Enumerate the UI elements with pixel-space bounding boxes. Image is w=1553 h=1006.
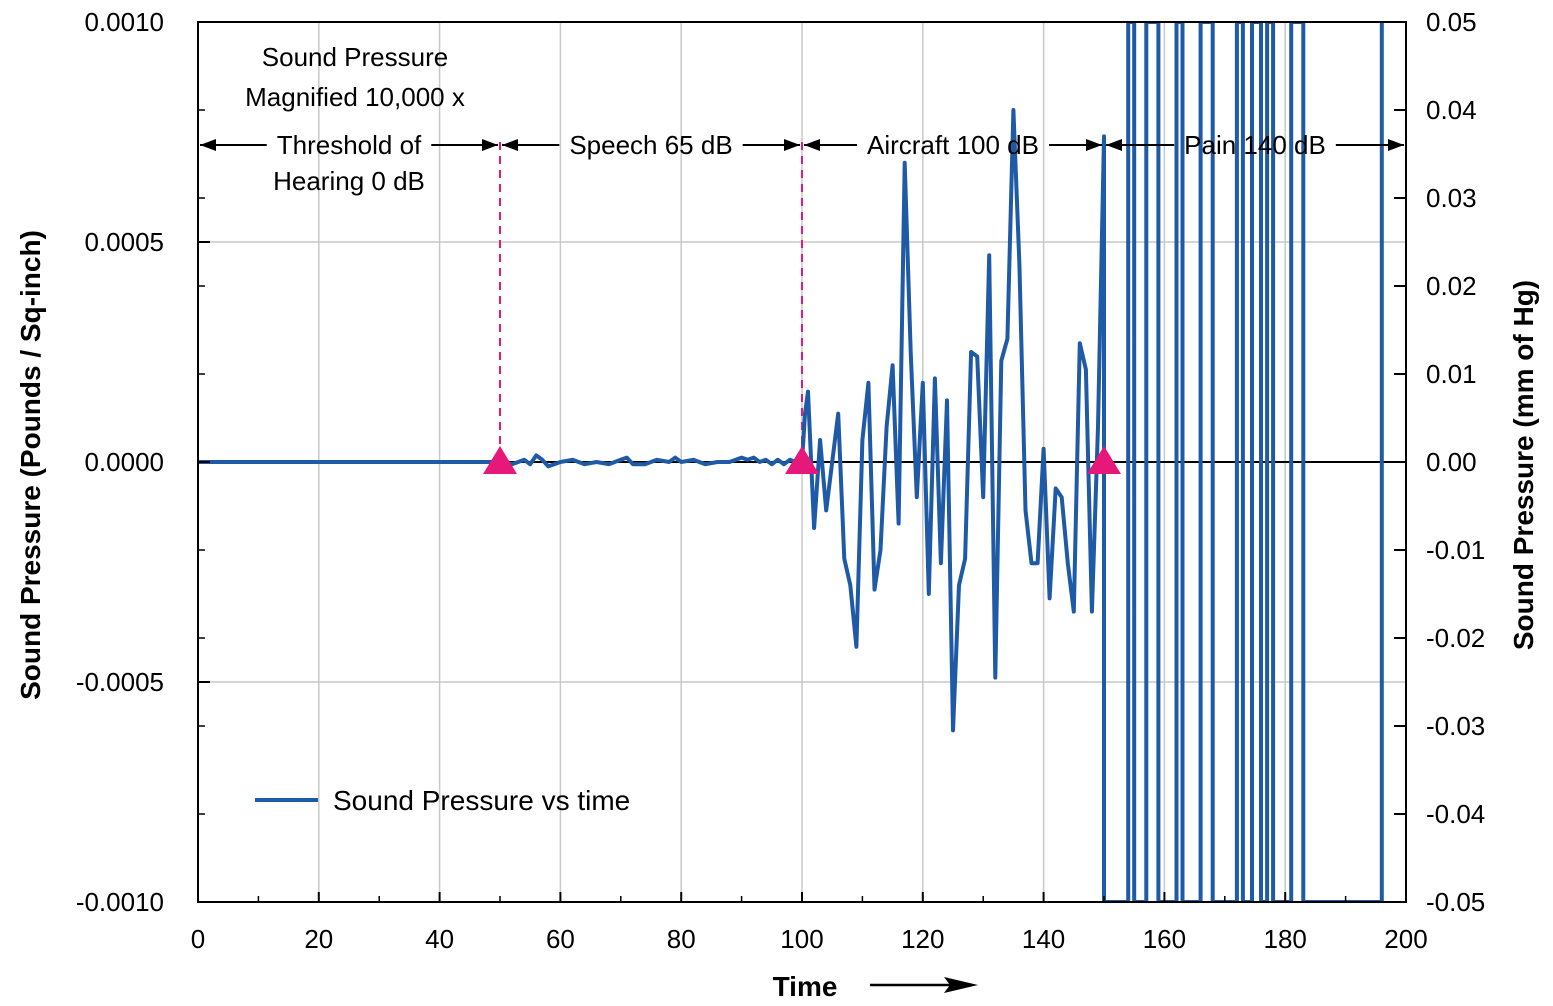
x-axis-ticks: 0 20 40 60 80 100 120 140 160 180 200 [191,892,1428,954]
right-y-tick-label: 0.04 [1426,95,1477,125]
legend-label: Sound Pressure vs time [333,785,630,816]
region-label: Pain 140 dB [1184,130,1326,160]
x-tick-label: 0 [191,924,205,954]
x-tick-label: 140 [1022,924,1065,954]
left-y-axis-ticks: 0.0010 0.0005 0.0000 -0.0005 -0.0010 [76,7,210,917]
x-tick-label: 200 [1384,924,1427,954]
right-y-tick-label: -0.04 [1426,799,1485,829]
left-y-axis-title: Sound Pressure (Pounds / Sq-inch) [15,230,46,700]
region-arrow-left-head [502,139,518,151]
region-label: Speech 65 dB [569,130,732,160]
x-tick-label: 160 [1143,924,1186,954]
region-markers [483,446,1121,474]
right-y-tick-label: 0.05 [1426,7,1477,37]
region-label: Threshold of Hearing 0 dB [273,130,425,196]
right-y-tick-label: -0.05 [1426,887,1485,917]
x-tick-label: 20 [304,924,333,954]
right-y-axis-ticks: 0.05 0.04 0.03 0.02 0.01 0.00 -0.01 -0.02 -0.03 -… [1394,7,1485,917]
magnification-note: Sound Pressure Magnified 10,000 x [245,42,465,112]
x-tick-label: 80 [667,924,696,954]
region-arrow-right-head [784,139,800,151]
right-y-axis-title: Sound Pressure (mm of Hg) [1508,280,1539,650]
left-y-tick-label: 0.0000 [84,447,164,477]
region-label: Aircraft 100 dB [867,130,1039,160]
right-y-tick-label: 0.01 [1426,359,1477,389]
right-y-tick-label: -0.02 [1426,623,1485,653]
legend: Sound Pressure vs time [255,785,630,816]
region-arrow-left-head [1106,139,1122,151]
left-y-tick-label: 0.0005 [84,227,164,257]
right-y-tick-label: 0.03 [1426,183,1477,213]
x-tick-label: 100 [780,924,823,954]
x-axis-arrow [870,977,978,993]
x-axis-title: Time [773,971,838,1002]
right-y-tick-label: -0.03 [1426,711,1485,741]
x-tick-label: 40 [425,924,454,954]
region-marker-triangle [785,446,819,474]
x-tick-label: 120 [901,924,944,954]
magnification-note-line: Sound Pressure [262,42,448,72]
left-y-tick-label: 0.0010 [84,7,164,37]
annotations: Sound Pressure Magnified 10,000 x Threshol… [200,42,1404,196]
series-line [198,22,1384,902]
region-arrow-left-head [200,139,216,151]
right-y-tick-label: 0.00 [1426,447,1477,477]
left-y-tick-label: -0.0005 [76,667,164,697]
x-tick-label: 60 [546,924,575,954]
x-tick-label: 180 [1264,924,1307,954]
region-arrow-left-head [804,139,820,151]
region-arrow-right-head [482,139,498,151]
region-arrow-right-head [1388,139,1404,151]
magnification-note-line: Magnified 10,000 x [245,82,465,112]
region-marker-triangle [483,446,517,474]
right-y-tick-label: 0.02 [1426,271,1477,301]
region-arrow-right-head [1086,139,1102,151]
region-label-line: Hearing 0 dB [273,166,425,196]
region-label-line: Pain 140 dB [1184,130,1326,160]
region-label-line: Speech 65 dB [569,130,732,160]
region-marker-triangle [1087,446,1121,474]
region-label-line: Threshold of [277,130,422,160]
region-label-line: Aircraft 100 dB [867,130,1039,160]
series-lines [198,22,1384,902]
left-y-tick-label: -0.0010 [76,887,164,917]
right-y-tick-label: -0.01 [1426,535,1485,565]
